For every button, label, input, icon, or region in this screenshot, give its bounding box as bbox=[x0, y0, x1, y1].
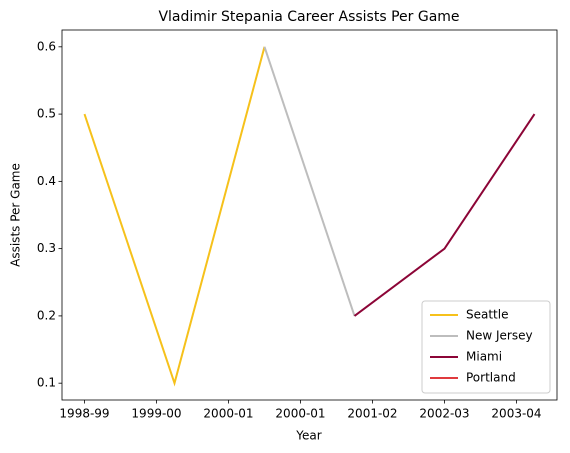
y-tick-label: 0.1 bbox=[37, 376, 56, 390]
plot-frame bbox=[61, 29, 558, 401]
line-series bbox=[83, 46, 266, 387]
y-tick-label: 0.6 bbox=[37, 39, 56, 53]
x-tick-label: 1999-00 bbox=[131, 407, 181, 421]
line-series bbox=[263, 46, 356, 317]
chart-title: Vladimir Stepania Career Assists Per Gam… bbox=[158, 9, 459, 25]
y-tick-label: 0.3 bbox=[37, 241, 56, 255]
legend-box bbox=[421, 300, 551, 394]
x-tick-label: 2001-02 bbox=[347, 407, 397, 421]
x-tick-label: 2003-04 bbox=[491, 407, 541, 421]
x-tick-label: 2002-03 bbox=[419, 407, 469, 421]
legend-label: New Jersey bbox=[466, 329, 533, 343]
legend-label: Seattle bbox=[466, 308, 508, 322]
y-axis-label: Assists Per Game bbox=[9, 163, 23, 267]
x-axis-label: Year bbox=[295, 429, 321, 443]
legend-label: Portland bbox=[466, 371, 516, 385]
y-tick-label: 0.4 bbox=[37, 174, 56, 188]
y-tick-label: 0.2 bbox=[37, 308, 56, 322]
line-series bbox=[353, 113, 536, 317]
x-tick-label: 1998-99 bbox=[59, 407, 109, 421]
x-tick-label: 2000-01 bbox=[275, 407, 325, 421]
y-tick-label: 0.5 bbox=[37, 107, 56, 121]
x-tick-label: 2000-01 bbox=[203, 407, 253, 421]
legend-label: Miami bbox=[466, 350, 502, 364]
legend: Seattle New Jersey Miami Portland bbox=[421, 300, 551, 394]
